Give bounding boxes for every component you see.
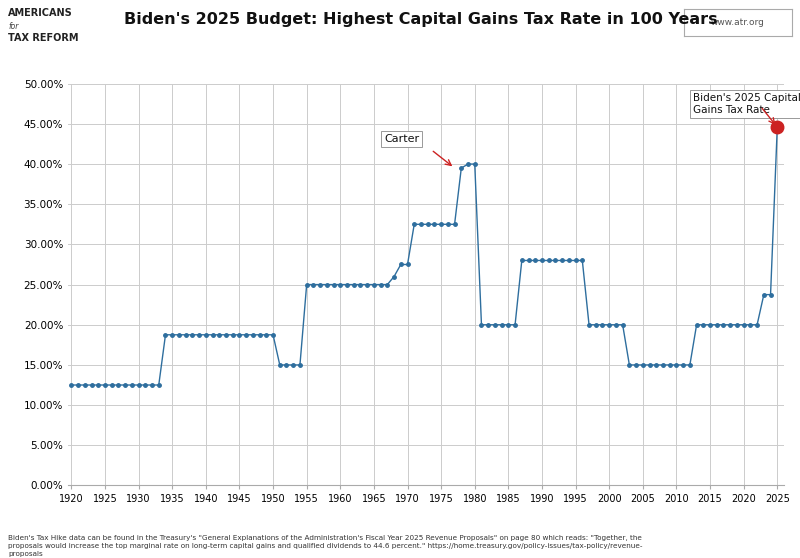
Text: Biden's Tax Hike data can be found in the Treasury's "General Explanations of th: Biden's Tax Hike data can be found in th… [8,535,642,557]
Text: Biden's 2025 Capital
Gains Tax Rate: Biden's 2025 Capital Gains Tax Rate [694,93,800,115]
Text: Carter: Carter [384,134,419,144]
Text: Biden's 2025 Budget: Highest Capital Gains Tax Rate in 100 Years: Biden's 2025 Budget: Highest Capital Gai… [124,12,718,27]
Text: AMERICANS: AMERICANS [8,8,73,18]
Text: for: for [8,22,18,31]
Text: www.atr.org: www.atr.org [711,18,765,27]
Text: TAX REFORM: TAX REFORM [8,33,78,44]
